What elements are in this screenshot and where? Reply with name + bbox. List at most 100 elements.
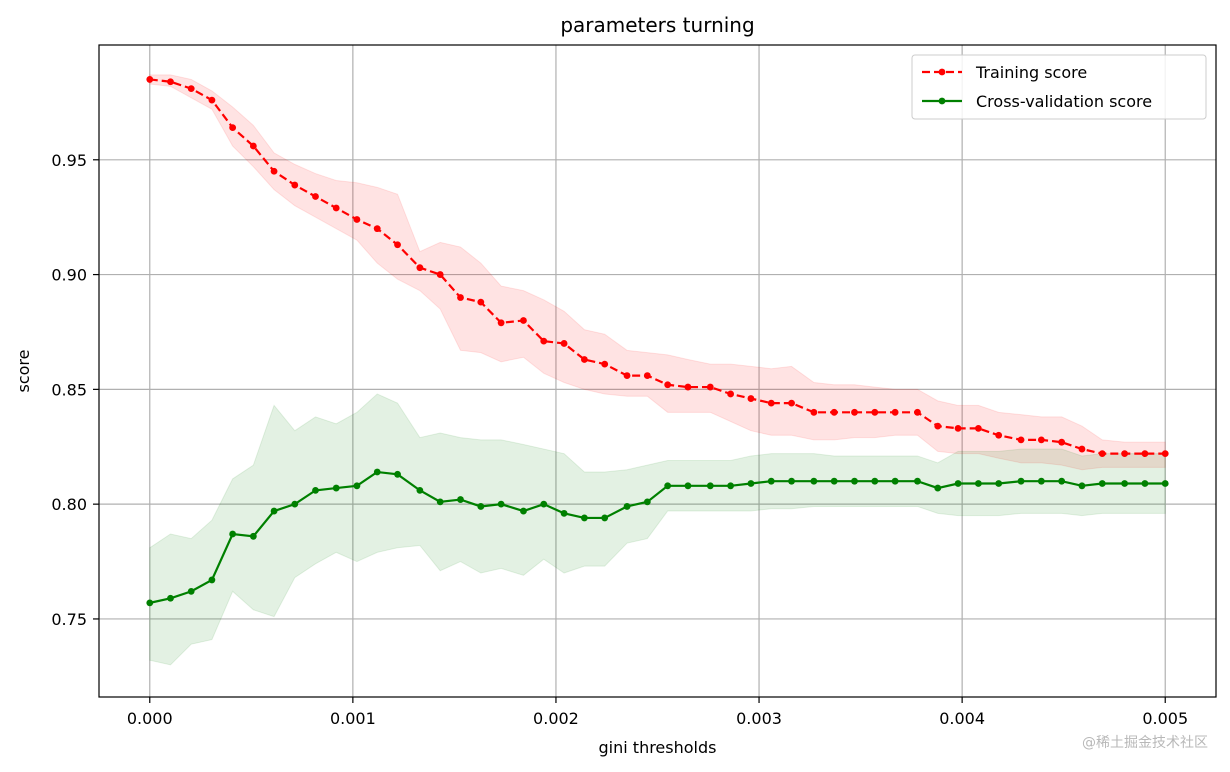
legend-label: Cross-validation score bbox=[976, 92, 1152, 111]
data-point bbox=[727, 482, 735, 490]
data-point bbox=[830, 477, 838, 485]
data-point bbox=[457, 496, 464, 503]
data-point bbox=[208, 96, 216, 104]
plot-frame bbox=[98, 44, 1217, 698]
legend-marker bbox=[938, 97, 946, 105]
data-point bbox=[914, 408, 921, 416]
data-point bbox=[767, 399, 775, 407]
data-point bbox=[1121, 450, 1129, 458]
data-point bbox=[457, 294, 464, 301]
data-point bbox=[891, 408, 899, 416]
data-point bbox=[229, 124, 237, 132]
data-point bbox=[1161, 480, 1169, 487]
data-point bbox=[767, 477, 775, 485]
data-point bbox=[497, 500, 505, 508]
data-point bbox=[187, 587, 195, 595]
y-axis-label: score bbox=[14, 350, 33, 393]
data-point bbox=[229, 530, 237, 538]
legend-marker bbox=[938, 68, 946, 76]
data-point bbox=[497, 319, 505, 327]
data-point bbox=[312, 193, 319, 200]
data-point bbox=[851, 477, 858, 485]
data-point bbox=[1121, 480, 1129, 487]
data-point bbox=[560, 340, 568, 347]
data-point bbox=[934, 422, 942, 430]
x-tick-label: 0.005 bbox=[1142, 709, 1188, 728]
data-point bbox=[623, 503, 631, 510]
data-point bbox=[788, 477, 795, 485]
data-point bbox=[1037, 477, 1045, 485]
x-tick-label: 0.000 bbox=[127, 709, 173, 728]
data-point bbox=[810, 408, 818, 416]
data-point bbox=[312, 486, 319, 494]
grid-lines bbox=[99, 45, 1216, 697]
confidence-bands bbox=[149, 74, 1166, 666]
data-point bbox=[1058, 477, 1066, 485]
data-point bbox=[560, 509, 568, 517]
data-point bbox=[1017, 436, 1025, 444]
data-point bbox=[1098, 450, 1106, 458]
data-point bbox=[643, 498, 651, 506]
data-point bbox=[291, 181, 299, 189]
x-axis-label: gini thresholds bbox=[599, 738, 717, 757]
data-point bbox=[520, 507, 527, 515]
y-tick-label: 0.75 bbox=[51, 610, 87, 629]
data-point bbox=[810, 477, 818, 485]
data-point bbox=[416, 264, 424, 272]
data-point bbox=[664, 381, 672, 389]
data-point bbox=[851, 408, 858, 416]
data-point bbox=[601, 514, 609, 522]
data-point bbox=[1058, 438, 1066, 446]
data-point bbox=[727, 390, 735, 398]
data-point bbox=[664, 482, 672, 490]
data-point bbox=[788, 399, 795, 407]
data-point bbox=[373, 225, 381, 233]
data-point bbox=[995, 431, 1003, 439]
data-point bbox=[934, 484, 942, 492]
legend-box bbox=[911, 54, 1207, 120]
x-tick-label: 0.003 bbox=[736, 709, 782, 728]
data-point bbox=[477, 503, 485, 510]
data-point bbox=[270, 507, 278, 515]
data-point bbox=[580, 356, 588, 363]
data-point bbox=[1037, 436, 1045, 444]
data-point bbox=[974, 480, 982, 487]
legend-label: Training score bbox=[975, 63, 1087, 82]
data-point bbox=[1017, 477, 1025, 485]
y-tick-label: 0.80 bbox=[51, 495, 87, 514]
data-point bbox=[167, 78, 174, 86]
data-point bbox=[373, 468, 381, 476]
data-point bbox=[1078, 445, 1086, 453]
series-markers bbox=[146, 76, 1169, 607]
watermark: @稀土掘金技术社区 bbox=[1082, 735, 1208, 751]
data-point bbox=[208, 576, 216, 584]
x-tick-label: 0.004 bbox=[939, 709, 985, 728]
data-point bbox=[684, 482, 692, 490]
y-tick-label: 0.95 bbox=[51, 151, 87, 170]
data-point bbox=[601, 360, 609, 368]
data-point bbox=[332, 204, 340, 212]
data-point bbox=[291, 500, 299, 508]
data-point bbox=[830, 408, 838, 416]
data-point bbox=[706, 383, 714, 391]
data-point bbox=[1141, 480, 1149, 487]
data-point bbox=[1141, 450, 1149, 458]
data-point bbox=[995, 480, 1003, 487]
data-point bbox=[187, 85, 195, 93]
data-point bbox=[871, 408, 879, 416]
data-point bbox=[914, 477, 921, 485]
data-point bbox=[416, 486, 424, 494]
series-line-training bbox=[149, 78, 1166, 455]
data-point bbox=[353, 216, 361, 223]
data-point bbox=[540, 500, 548, 508]
data-point bbox=[706, 482, 714, 490]
band-cross-validation bbox=[149, 393, 1166, 666]
x-tick-label: 0.001 bbox=[330, 709, 376, 728]
data-point bbox=[146, 599, 154, 607]
x-tick-label: 0.002 bbox=[533, 709, 579, 728]
data-point bbox=[954, 480, 962, 487]
data-point bbox=[747, 395, 755, 402]
data-point bbox=[477, 298, 485, 306]
data-point bbox=[1098, 480, 1106, 487]
